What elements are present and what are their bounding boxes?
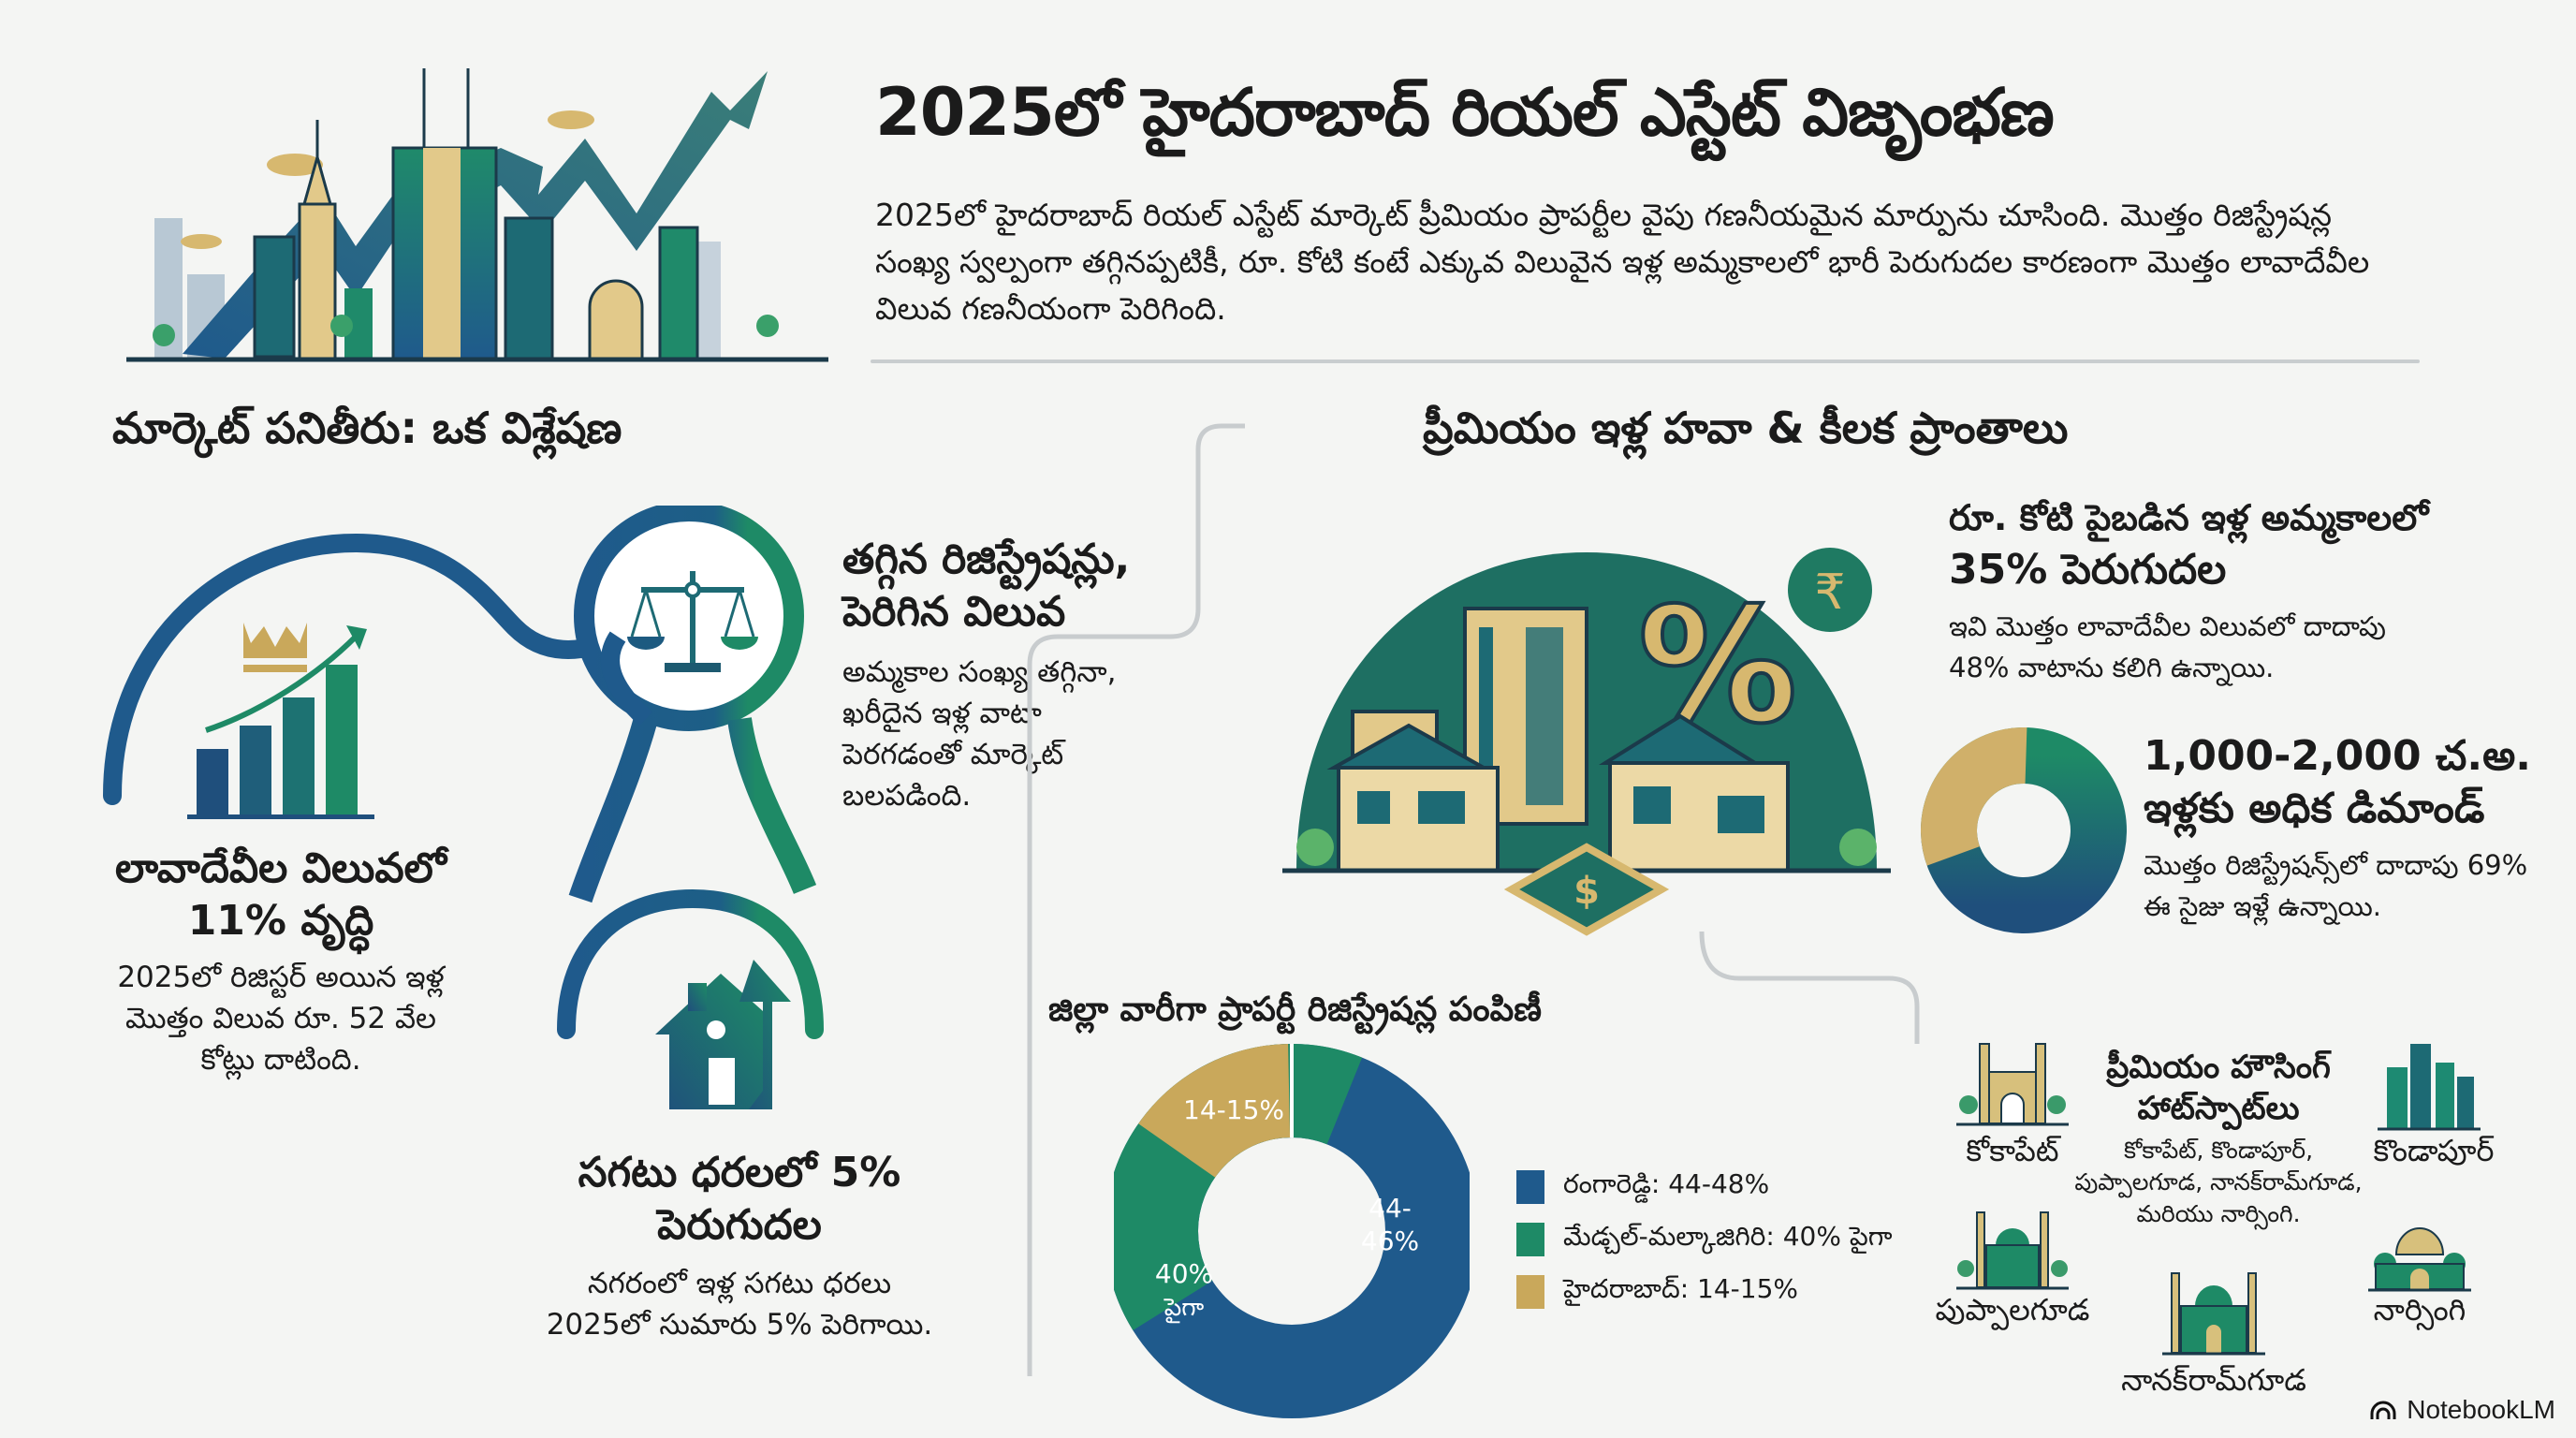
- bar-chart-crown-icon: [187, 609, 393, 824]
- size-demand-donut-chart: [1919, 726, 2130, 936]
- hotspot-label-nanakramguda: నానక్‌రామ్‌గూడ: [2121, 1362, 2306, 1398]
- stat-registrations: తగ్గిన రిజిస్ట్రేషన్లు, పెరిగిన విలువ అమ…: [842, 536, 1131, 813]
- hotspot-label-narsingi: నార్సింగి: [2373, 1292, 2466, 1328]
- svg-text:46%: 46%: [1361, 1225, 1419, 1256]
- domed-building-icon: [2368, 1217, 2471, 1292]
- svg-text:44-: 44-: [1368, 1193, 1412, 1224]
- section-connector-lines: [973, 412, 2097, 1423]
- district-chart-legend: రంగారెడ్డి: 44-48% మేడ్చల్-మల్కాజిగిరి: …: [1516, 1161, 1893, 1318]
- hotspot-label-kokapet: కోకాపేట్: [1966, 1133, 2059, 1168]
- legend-swatch: [1516, 1223, 1544, 1256]
- hotspot-label-kondapur: కొండాపూర్: [2373, 1133, 2495, 1168]
- svg-text:పైగా: పైగా: [1164, 1294, 1204, 1324]
- market-section-heading: మార్కెట్ పనితీరు: ఒక విశ్లేషణ: [112, 403, 622, 453]
- stat-crore-homes: రూ. కోటి పైబడిన ఇళ్ల అమ్మకాలలో 35% పెరుగ…: [1949, 497, 2429, 683]
- skyscrapers-icon: [2378, 1039, 2481, 1133]
- stat-average-price: సగటు ధరలలో 5% పెరుగుదల నగరంలో ఇళ్ల సగటు …: [546, 1149, 933, 1342]
- notebooklm-logo-icon: [2370, 1401, 2396, 1419]
- mosque-dome-icon: [2162, 1264, 2265, 1357]
- premium-homes-illustration: ₹ % $: [1278, 524, 1895, 936]
- svg-text:$: $: [1573, 870, 1600, 913]
- legend-swatch: [1516, 1170, 1544, 1204]
- legend-item-hyderabad: హైదరాబాద్: 14-15%: [1516, 1266, 1893, 1318]
- house-arrow-up-icon: [651, 960, 800, 1119]
- premium-section-heading: ప్రీమియం ఇళ్ల హవా & కీలక ప్రాంతాలు: [1423, 403, 2069, 453]
- page-title: 2025లో హైదరాబాద్ రియల్ ఎస్టేట్ విజృంభణ: [875, 74, 2055, 151]
- svg-text:14-15%: 14-15%: [1183, 1094, 1284, 1125]
- skyline-illustration: [112, 54, 833, 373]
- mosque-icon: [1956, 1203, 2069, 1292]
- charminar-icon: [1956, 1034, 2069, 1128]
- district-chart-heading: జిల్లా వారీగా ప్రాపర్టీ రిజిస్ట్రేషన్ల ప…: [1048, 990, 1542, 1029]
- stat-size-demand: 1,000-2,000 చ.అ. ఇళ్లకు అధిక డిమాండ్ మొత…: [2144, 732, 2532, 922]
- intro-paragraph: 2025లో హైదరాబాద్ రియల్ ఎస్టేట్ మార్కెట్ …: [875, 197, 2370, 327]
- district-donut-chart: 14-15% 44- 46% 40% పైగా: [1114, 1044, 1470, 1418]
- header-divider: [871, 360, 2420, 363]
- legend-item-medchal: మేడ్చల్-మల్కాజిగిరి: 40% పైగా: [1516, 1213, 1893, 1266]
- market-connector-graphic: [94, 506, 899, 1049]
- hotspot-label-puppalaguda: పుప్పాలగూడ: [1935, 1292, 2090, 1328]
- legend-swatch: [1516, 1275, 1544, 1309]
- legend-item-rangareddy: రంగారెడ్డి: 44-48%: [1516, 1161, 1893, 1213]
- svg-text:₹: ₹: [1814, 565, 1845, 621]
- scales-icon: [627, 562, 758, 693]
- hotspots-block: ప్రీమియం హౌసింగ్ హాట్‌స్పాట్‌లు కోకాపేట్…: [2074, 1049, 2363, 1227]
- notebooklm-brand: NotebookLM: [2369, 1395, 2555, 1425]
- svg-text:40%: 40%: [1155, 1258, 1213, 1289]
- stat-transaction-value: లావాదేవీల విలువలో 11% వృద్ధి 2025లో రిజి…: [115, 844, 446, 1077]
